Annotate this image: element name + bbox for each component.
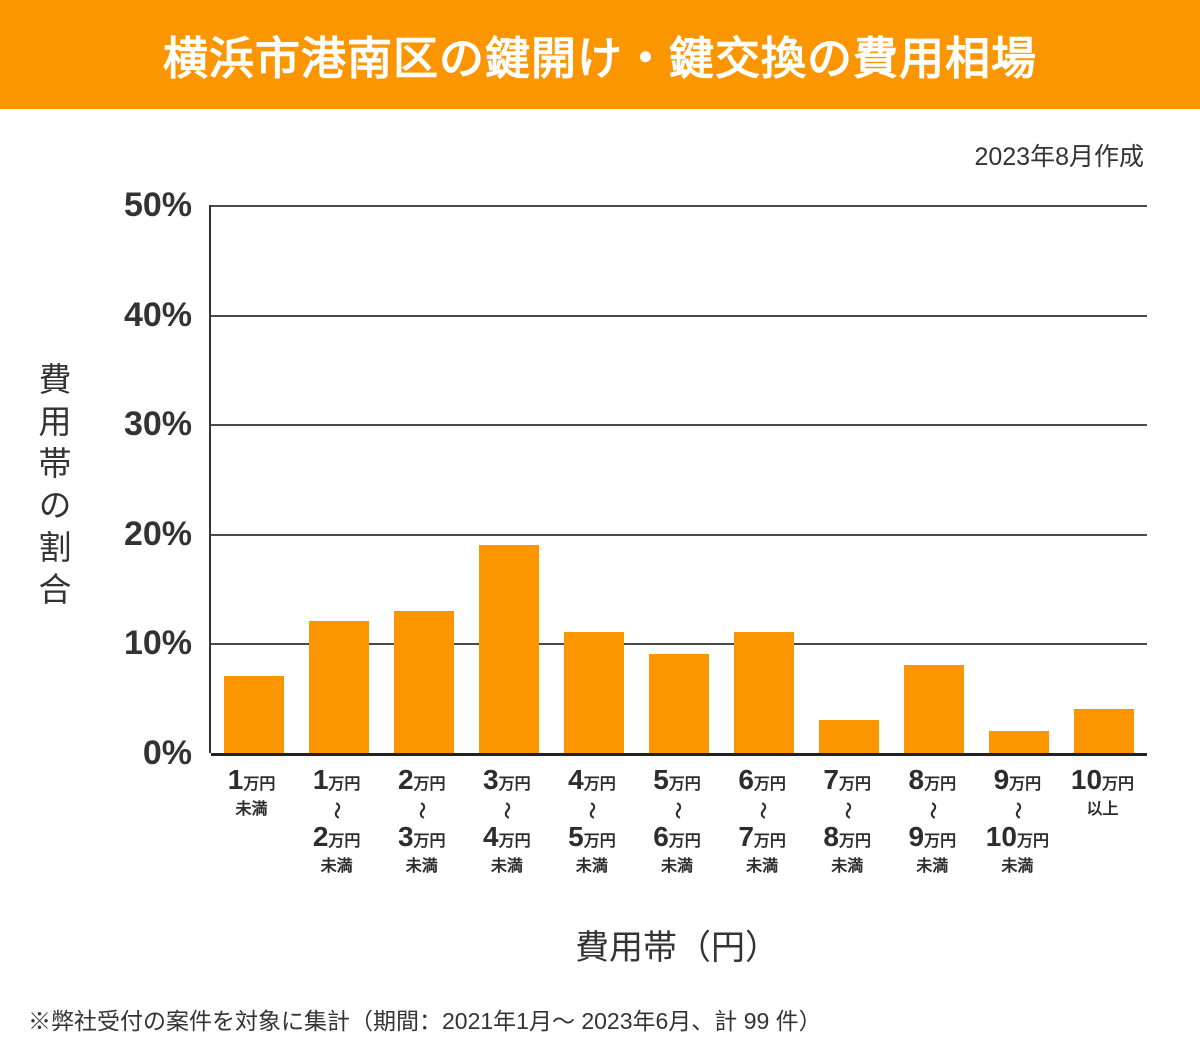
x-tick-label-9万円〜10万円未満: 9万円〜 10万円 未満 <box>985 764 1049 875</box>
y-tick-label: 50% <box>123 186 192 224</box>
gridline-20 <box>211 533 1147 536</box>
y-tick-label: 0% <box>142 734 192 772</box>
x-tick-label-6万円〜7万円未満: 6万円〜 7万円 未満 <box>738 764 786 875</box>
x-axis-labels: 1万円 未満 1万円〜 2万円 未満 2万円〜 3万円 未満 3万円〜 4万円 未満 4万円〜 5万円未… <box>209 764 1145 877</box>
bar-3万円〜4万円未満 <box>478 544 539 753</box>
gridline-30 <box>211 424 1147 427</box>
bar-5万円〜6万円未満 <box>649 654 709 753</box>
bar-10万円以上 <box>1074 709 1135 753</box>
x-tick-label-8万円〜9万円未満: 8万円〜 9万円 未満 <box>908 764 957 875</box>
plot-area <box>209 205 1147 756</box>
x-axis-title: 費用帯（円） <box>575 929 779 967</box>
x-tick-label-10万円以上: 10万円 以上 <box>1070 764 1135 818</box>
bar-1万円未満 <box>223 676 284 753</box>
gridline-10 <box>211 643 1147 646</box>
bar-8万円〜9万円未満 <box>904 665 965 753</box>
created-date-note: 2023年8月作成 <box>974 143 1144 171</box>
y-axis-title: 費用帯の割合 <box>34 362 71 614</box>
x-axis-line <box>211 753 1147 756</box>
x-tick-label-1万円〜2万円未満: 1万円〜 2万円 未満 <box>312 764 361 875</box>
gridline-50 <box>211 205 1147 207</box>
page-title: 横浜市港南区の鍵開け・鍵交換の費用相場 <box>162 33 1037 84</box>
x-tick-label-2万円〜3万円未満: 2万円〜 3万円 未満 <box>397 764 446 875</box>
bar-6万円〜7万円未満 <box>734 632 795 753</box>
bar-7万円〜8万円未満 <box>819 720 880 753</box>
x-tick-label-4万円〜5万円未満: 4万円〜 5万円 未満 <box>568 764 616 875</box>
x-tick-label-5万円〜6万円未満: 5万円〜 6万円 未満 <box>653 764 701 875</box>
footnote: ※弊社受付の案件を対象に集計（期間：2021年1月～ 2023年6月、計 99 … <box>28 1008 822 1034</box>
x-tick-label-1万円未満: 1万円 未満 <box>227 764 276 818</box>
bar-9万円〜10万円未満 <box>989 731 1050 753</box>
bar-2万円〜3万円未満 <box>393 610 454 753</box>
y-tick-label: 30% <box>123 405 192 444</box>
y-tick-label: 10% <box>123 624 192 663</box>
bar-1万円〜2万円未満 <box>308 621 369 753</box>
y-tick-label: 20% <box>123 514 192 553</box>
y-tick-label: 40% <box>123 295 192 334</box>
x-tick-label-3万円〜4万円未満: 3万円〜 4万円 未満 <box>483 764 531 875</box>
y-axis-ticks: 0% 10% 20% 30% 40% 50% <box>0 186 196 772</box>
title-banner: 横浜市港南区の鍵開け・鍵交換の費用相場 <box>0 0 1200 109</box>
gridline-40 <box>211 314 1147 317</box>
bar-4万円〜5万円未満 <box>563 632 624 753</box>
x-tick-label-7万円〜8万円未満: 7万円〜 8万円 未満 <box>823 764 871 875</box>
